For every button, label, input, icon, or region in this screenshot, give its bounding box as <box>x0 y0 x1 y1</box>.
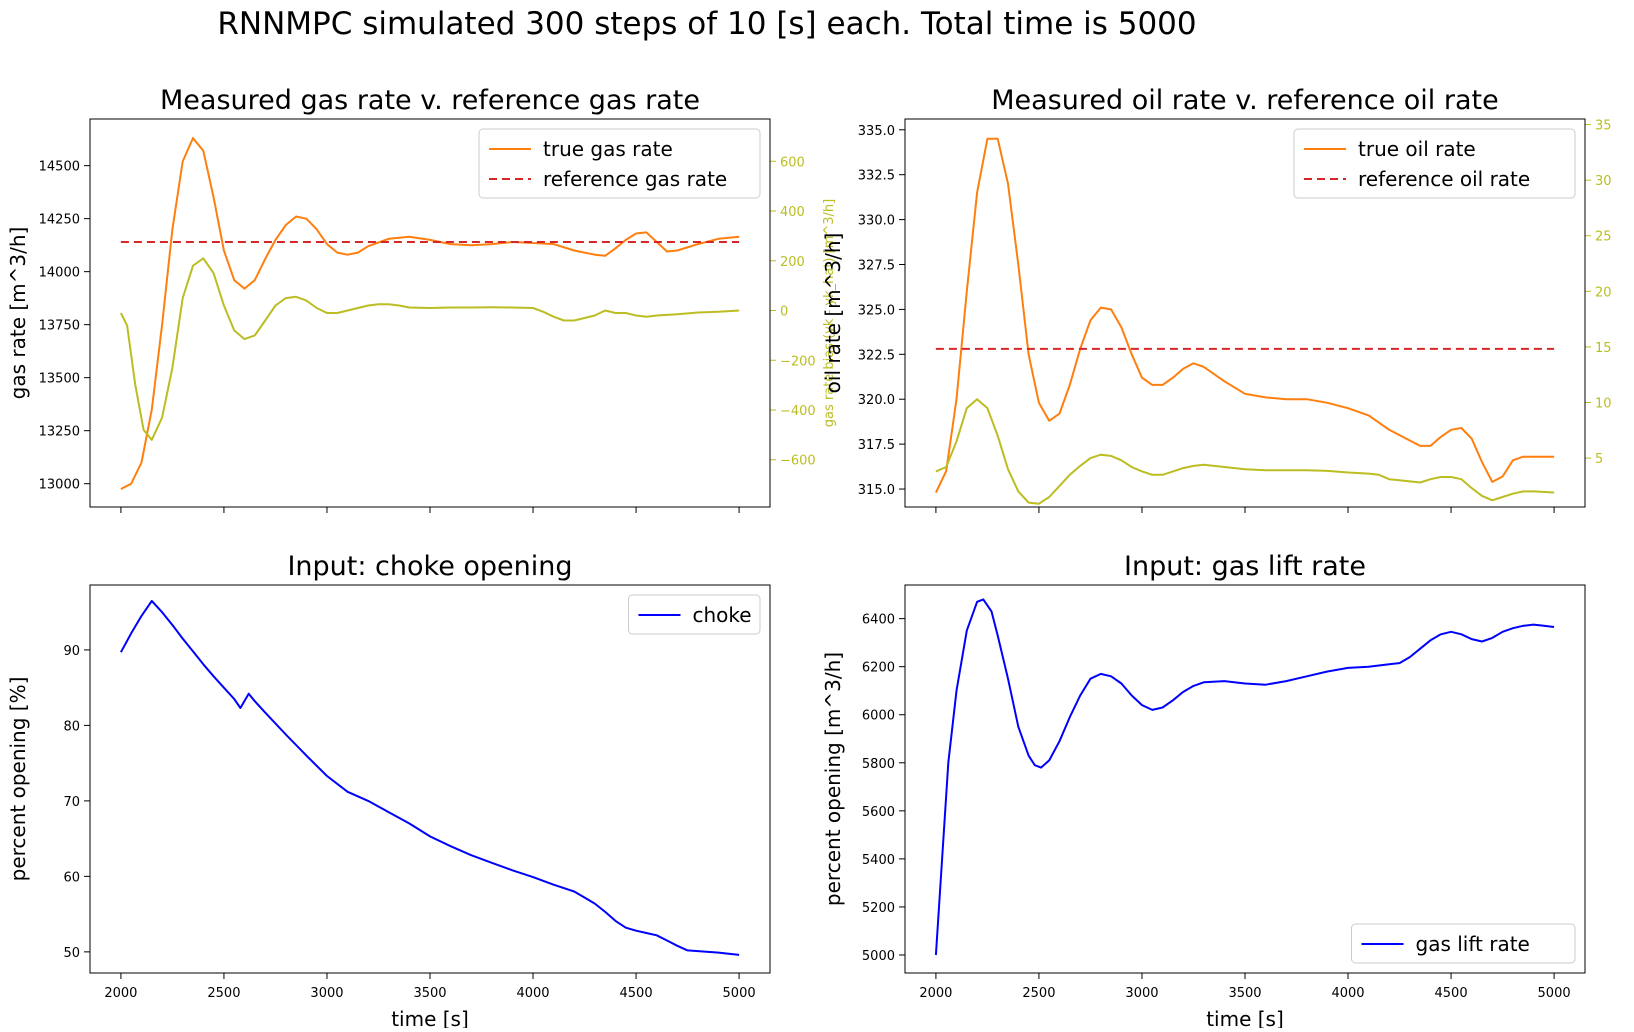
x-tick-label: 2500 <box>1022 986 1055 1001</box>
legend-label: true gas rate <box>543 137 673 161</box>
y-tick-label: 5200 <box>862 901 895 916</box>
panel-choke: Input: choke opening 2000 2500 3000 3500 4000… <box>6 551 771 1031</box>
series-line-oil-rate-bias <box>935 398 1555 505</box>
x-tick-label: 4500 <box>620 986 653 1001</box>
legend-label: choke <box>693 603 752 627</box>
panel-gaslift: Input: gas lift rate 2000 2500 3000 3500 4000… <box>821 551 1586 1031</box>
y-tick-label: 70 <box>63 795 80 810</box>
x-tick-label: 3500 <box>413 986 446 1001</box>
x-tick-label: 3500 <box>1228 986 1261 1001</box>
x-tick-label: 5000 <box>1538 986 1571 1001</box>
series-line-true-gas-rate <box>120 137 740 490</box>
x-axis-label: time [s] <box>391 1007 469 1028</box>
y-right-tick-label: −200 <box>780 354 816 369</box>
y-right-tick-label: −400 <box>780 404 816 419</box>
chart-title: Measured oil rate v. reference oil rate <box>991 85 1499 116</box>
y-tick-label: 317.5 <box>858 438 895 453</box>
x-tick-label: 3000 <box>310 986 343 1001</box>
legend-label: true oil rate <box>1358 137 1476 161</box>
x-tick-label: 2000 <box>919 986 952 1001</box>
legend-box <box>1293 128 1576 199</box>
plot-frame <box>904 118 1586 508</box>
x-axis-label: time [s] <box>1206 1007 1284 1028</box>
y-tick-label: 5000 <box>862 949 895 964</box>
plot-frame <box>89 584 771 974</box>
y-tick-label: 80 <box>63 719 80 734</box>
y-right-axis-label: gas rate bias (yk - yk_hat) [m^3/h] <box>822 199 837 427</box>
y-right-tick-label: 600 <box>780 155 805 170</box>
figure-suptitle: RNNMPC simulated 300 steps of 10 [s] eac… <box>217 6 1196 42</box>
x-tick-label: 2000 <box>104 986 137 1001</box>
y-right-tick-label: 200 <box>780 255 805 270</box>
y-tick-label: 5800 <box>862 757 895 772</box>
legend-box <box>1351 923 1576 964</box>
y-axis-label: percent opening [%] <box>6 677 30 882</box>
series-line-gas-rate-bias <box>120 257 740 441</box>
y-tick-label: 60 <box>63 870 80 885</box>
series-line-gas-lift-rate <box>934 598 1555 956</box>
y-tick-label: 14250 <box>39 213 80 228</box>
y-right-tick-label: 400 <box>780 205 805 220</box>
y-tick-label: 320.0 <box>858 393 895 408</box>
x-tick-label: 2500 <box>207 986 240 1001</box>
y-tick-label: 6000 <box>862 709 895 724</box>
plot-frame <box>89 118 771 508</box>
y-tick-label: 5400 <box>862 853 895 868</box>
legend-label: reference gas rate <box>543 167 727 191</box>
series-line-true-oil-rate <box>934 137 1555 494</box>
y-right-tick-label: 10 <box>1595 396 1612 411</box>
legend-box <box>628 594 761 635</box>
x-tick-label: 4000 <box>516 986 549 1001</box>
x-tick-label: 4000 <box>1331 986 1364 1001</box>
y-right-tick-label: −600 <box>780 454 816 469</box>
y-tick-label: 90 <box>63 644 80 659</box>
y-tick-label: 327.5 <box>858 259 895 274</box>
panel-gas: Measured gas rate v. reference gas rate 1… <box>6 85 837 513</box>
legend-box <box>478 128 761 199</box>
y-axis-label: oil rate [m^3/h] <box>821 233 845 394</box>
panel-oil: Measured oil rate v. reference oil rate 3… <box>821 85 1612 513</box>
chart-title: Input: gas lift rate <box>1124 551 1366 582</box>
y-right-tick-label: 25 <box>1595 230 1612 245</box>
y-tick-label: 335.0 <box>858 124 895 139</box>
y-axis-label: gas rate [m^3/h] <box>6 227 30 400</box>
y-right-tick-label: 20 <box>1595 285 1612 300</box>
y-tick-label: 6200 <box>862 661 895 676</box>
plot-frame <box>904 584 1586 974</box>
y-right-tick-label: 0 <box>780 305 788 320</box>
y-tick-label: 50 <box>63 946 80 961</box>
y-tick-label: 13500 <box>39 372 80 387</box>
y-tick-label: 332.5 <box>858 169 895 184</box>
y-tick-label: 13250 <box>39 425 80 440</box>
chart-title: Measured gas rate v. reference gas rate <box>160 85 700 116</box>
y-tick-label: 14500 <box>39 160 80 175</box>
chart-title: Input: choke opening <box>287 551 572 582</box>
y-tick-label: 322.5 <box>858 348 895 363</box>
x-tick-label: 4500 <box>1435 986 1468 1001</box>
x-tick-label: 3000 <box>1125 986 1158 1001</box>
series-line-choke <box>120 599 740 956</box>
legend-label: reference oil rate <box>1358 167 1530 191</box>
x-tick-label: 5000 <box>723 986 756 1001</box>
y-right-tick-label: 35 <box>1595 119 1612 134</box>
y-right-tick-label: 5 <box>1595 452 1603 467</box>
y-tick-label: 315.0 <box>858 483 895 498</box>
legend-label: gas lift rate <box>1416 932 1530 956</box>
y-tick-label: 13000 <box>39 478 80 493</box>
y-tick-label: 6400 <box>862 613 895 628</box>
y-tick-label: 13750 <box>39 319 80 334</box>
y-tick-label: 14000 <box>39 266 80 281</box>
y-tick-label: 325.0 <box>858 303 895 318</box>
y-right-tick-label: 30 <box>1595 174 1612 189</box>
y-right-tick-label: 15 <box>1595 341 1612 356</box>
y-tick-label: 5600 <box>862 805 895 820</box>
y-tick-label: 330.0 <box>858 214 895 229</box>
y-axis-label: percent opening [m^3/h] <box>821 652 845 906</box>
